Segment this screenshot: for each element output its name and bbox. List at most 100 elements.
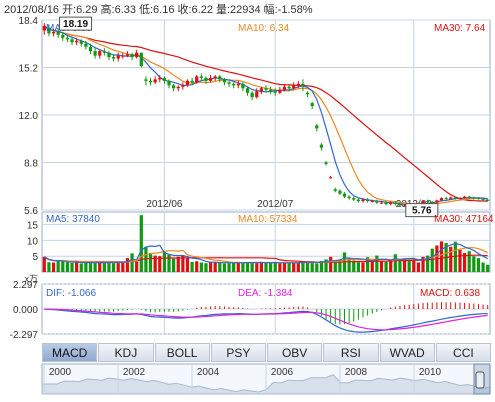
quote-header: 2012/08/16 开:6.29 高:6.33 低:6.16 收:6.22 量:2293… [4,1,316,17]
candle-body [449,197,453,199]
volume-bar [412,259,416,272]
volume-bar [227,263,231,272]
price-ma30-line [43,25,488,202]
volume-bar [176,256,180,272]
volume-bar [75,262,79,272]
navigator-tick-label: 2006 [271,367,294,378]
candle-body [102,51,106,53]
candle-body [430,201,434,203]
volume-bar [365,257,370,272]
candle-body [236,83,240,86]
volume-bar [467,251,471,272]
volume-bar [255,262,259,272]
navigator-drag-handle[interactable] [475,371,485,389]
quote-date: 2012/08/16 [4,4,60,16]
volume-bar [430,248,434,272]
tab-macd[interactable]: MACD [42,343,98,362]
volume-bar [153,255,157,272]
volume-bar [107,262,111,272]
navigator-area [41,374,491,395]
tab-boll[interactable]: BOLL [154,343,210,362]
volume-bar [292,262,296,272]
tab-psy[interactable]: PSY [210,343,266,362]
volume-bar [111,261,116,272]
volume-bar [199,262,203,272]
volume-bar [47,262,51,272]
candle-body [79,40,83,44]
tab-cci[interactable]: CCI [435,343,491,362]
candle-body [324,162,328,164]
volume-bar [402,258,407,272]
candle-body [269,89,273,92]
quote-high: 高:6.33 [100,4,136,16]
candle-body [47,27,51,34]
candle-body [365,199,370,202]
price-y-tick-label: 8.8 [24,159,38,170]
candle-body [301,83,305,86]
volume-bar [139,215,143,272]
candle-body [204,77,208,81]
candle-body [421,201,425,204]
price-x-tick-label: 2012/06 [146,199,183,210]
candle-body [176,86,180,89]
volume-bar [208,262,213,272]
volume-bar [222,263,227,272]
volume-bar [250,263,254,272]
volume-bar [310,262,314,272]
macd-dea-line [44,308,488,331]
volume-legend-ma10: MA10: 57334 [238,214,298,225]
volume-bar [264,263,268,272]
volume-bar [347,258,351,272]
volume-bar [269,262,273,272]
volume-ma5-line [43,242,488,264]
candle-body [185,80,190,86]
candle-body [222,79,227,83]
volume-bar [361,262,365,272]
volume-bar [51,262,56,272]
quote-volume: 量:22934 [215,4,261,16]
price-y-tick-label: 18.4 [19,16,39,27]
volume-bar [352,260,356,272]
volume-bar [278,263,282,272]
volume-bar [245,262,250,272]
candle-body [195,76,199,83]
quote-low: 低:6.16 [139,4,175,16]
high-annotation-label: 18.19 [63,19,88,30]
tab-rsi[interactable]: RSI [323,343,379,362]
candle-body [278,89,282,93]
candle-body [333,189,337,191]
candle-body [352,198,356,200]
candle-body [153,79,157,83]
volume-bar [185,257,190,272]
candle-body [121,55,125,57]
candle-body [273,91,277,93]
candle-body [453,197,457,199]
volume-legend-ma30: MA30: 47164 [434,214,494,225]
macd-legend-dif: DIF: -1.066 [46,288,96,299]
volume-bar [236,261,240,272]
candle-body [51,31,56,34]
candle-body [158,77,162,80]
candle-body [389,202,393,205]
volume-bar [121,262,125,272]
volume-bar [393,254,397,272]
volume-bar [426,255,430,272]
tab-wvad[interactable]: WVAD [379,343,435,362]
volume-bar [319,260,324,272]
volume-bar [88,262,93,272]
tab-kdj[interactable]: KDJ [98,343,154,362]
candle-body [61,34,65,38]
volume-bar [135,261,139,272]
volume-bar [356,262,360,272]
candle-body [402,205,407,207]
quote-change: 幅:-1.58% [263,4,313,16]
candle-body [384,202,388,205]
candle-body [75,40,79,43]
macd-y-tick-label: 2.297 [13,280,38,291]
tab-obv[interactable]: OBV [267,343,323,362]
volume-bar [476,258,481,272]
volume-bar [398,259,402,272]
volume-bar [282,262,287,272]
candle-body [255,91,259,98]
